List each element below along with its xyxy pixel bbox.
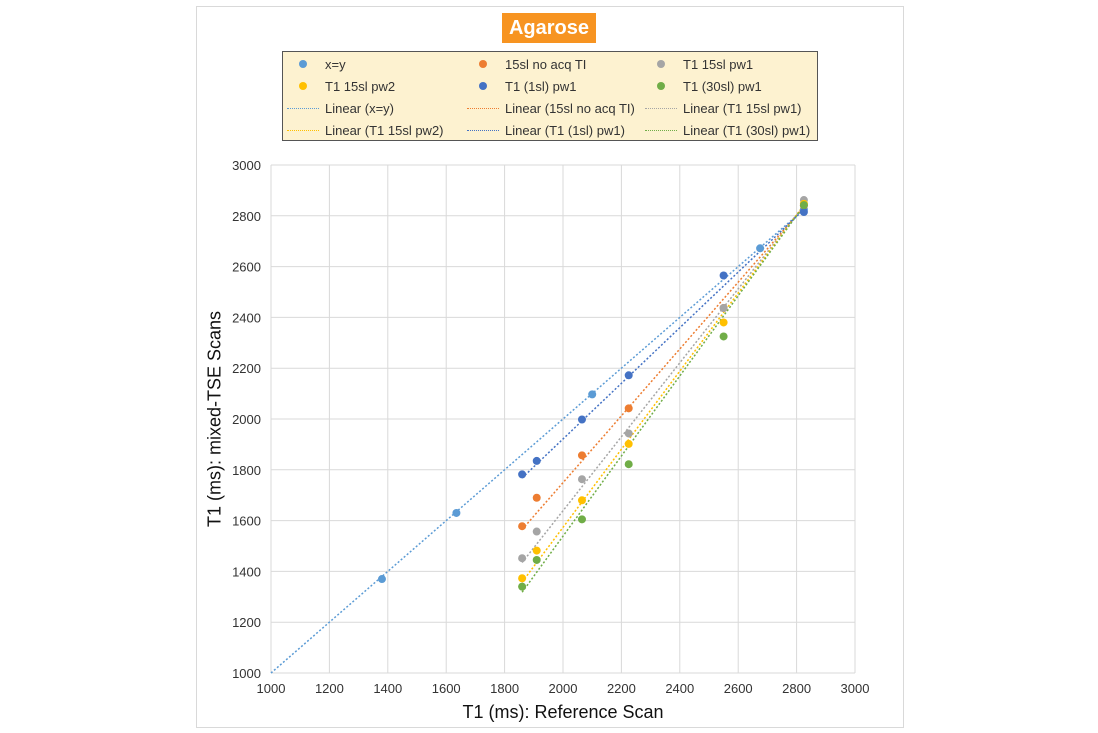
trendline — [270, 208, 805, 674]
y-axis-label: T1 (ms): mixed-TSE Scans — [204, 310, 225, 528]
x-axis-label: T1 (ms): Reference Scan — [462, 702, 664, 722]
legend-marker-icon — [285, 58, 321, 70]
legend-item: Linear (T1 15sl pw1) — [643, 97, 802, 119]
data-point — [577, 415, 586, 424]
legend-label: T1 (30sl) pw1 — [683, 78, 762, 94]
y-tick-label: 2000 — [232, 412, 261, 427]
legend-line-icon — [285, 124, 321, 136]
data-point — [532, 493, 541, 502]
legend-item: T1 (30sl) pw1 — [643, 75, 762, 97]
legend-line-icon — [465, 102, 501, 114]
trendline — [521, 206, 805, 530]
legend-marker-icon — [465, 58, 501, 70]
legend-item: 15sl no acq TI — [465, 53, 586, 75]
data-point — [532, 555, 541, 564]
legend-marker-icon — [285, 80, 321, 92]
x-tick-label: 2800 — [782, 681, 811, 696]
chart-legend: x=y 15sl no acq TI T1 15sl pw1 T1 15sl pw2 T… — [282, 51, 818, 141]
data-point — [799, 207, 808, 216]
legend-label: T1 15sl pw2 — [325, 78, 396, 94]
data-point — [719, 304, 728, 313]
legend-item: T1 15sl pw1 — [643, 53, 753, 75]
x-tick-label: 1600 — [432, 681, 461, 696]
y-tick-label: 1800 — [232, 463, 261, 478]
legend-marker-icon — [643, 80, 679, 92]
legend-item: Linear (x=y) — [285, 97, 394, 119]
legend-item: x=y — [285, 53, 346, 75]
data-point — [518, 574, 527, 583]
x-tick-label: 1000 — [257, 681, 286, 696]
data-point — [577, 515, 586, 524]
data-point — [518, 554, 527, 563]
data-point — [377, 575, 386, 584]
data-point — [624, 439, 633, 448]
data-point — [518, 582, 527, 591]
trendline — [521, 208, 805, 479]
chart-title: Agarose — [502, 13, 596, 43]
legend-label: T1 15sl pw1 — [683, 56, 754, 72]
data-point — [588, 390, 597, 399]
legend-label: Linear (T1 (1sl) pw1) — [505, 122, 625, 138]
legend-line-icon — [285, 102, 321, 114]
legend-item: Linear (T1 (30sl) pw1) — [643, 119, 810, 141]
data-point — [532, 527, 541, 536]
trendline — [521, 205, 805, 593]
legend-marker-icon — [643, 58, 679, 70]
y-tick-label: 2200 — [232, 361, 261, 376]
legend-item: Linear (15sl no acq TI) — [465, 97, 635, 119]
y-tick-label: 1000 — [232, 666, 261, 681]
y-tick-label: 2400 — [232, 310, 261, 325]
x-tick-label: 1200 — [315, 681, 344, 696]
legend-line-icon — [643, 102, 679, 114]
y-tick-label: 1200 — [232, 615, 261, 630]
data-point — [577, 475, 586, 484]
legend-label: Linear (15sl no acq TI) — [505, 100, 635, 116]
x-tick-label: 2600 — [724, 681, 753, 696]
legend-line-icon — [643, 124, 679, 136]
legend-item: T1 (1sl) pw1 — [465, 75, 577, 97]
legend-label: Linear (T1 15sl pw1) — [683, 100, 802, 116]
legend-label: Linear (x=y) — [325, 100, 394, 116]
y-tick-label: 3000 — [232, 158, 261, 173]
data-point — [577, 451, 586, 460]
data-point — [532, 456, 541, 465]
data-point — [719, 318, 728, 327]
data-point — [624, 429, 633, 438]
legend-item: Linear (T1 (1sl) pw1) — [465, 119, 625, 141]
data-point — [719, 271, 728, 280]
legend-label: Linear (T1 15sl pw2) — [325, 122, 444, 138]
data-point — [719, 332, 728, 341]
legend-label: 15sl no acq TI — [505, 56, 587, 72]
legend-item: T1 15sl pw2 — [285, 75, 395, 97]
x-tick-label: 1800 — [490, 681, 519, 696]
trendline — [521, 204, 805, 583]
legend-label: T1 (1sl) pw1 — [505, 78, 577, 94]
y-tick-label: 2600 — [232, 260, 261, 275]
data-point — [624, 460, 633, 469]
trendline — [521, 205, 805, 563]
y-tick-label: 2800 — [232, 209, 261, 224]
legend-label: x=y — [325, 56, 346, 72]
legend-marker-icon — [465, 80, 501, 92]
data-point — [532, 546, 541, 555]
x-tick-label: 2200 — [607, 681, 636, 696]
x-tick-label: 3000 — [841, 681, 870, 696]
data-point — [452, 508, 461, 517]
data-point — [624, 404, 633, 413]
data-point — [624, 371, 633, 380]
data-point — [756, 244, 765, 253]
legend-line-icon — [465, 124, 501, 136]
legend-item: Linear (T1 15sl pw2) — [285, 119, 444, 141]
data-point — [577, 496, 586, 505]
x-tick-label: 1400 — [373, 681, 402, 696]
x-tick-label: 2000 — [549, 681, 578, 696]
y-tick-label: 1600 — [232, 514, 261, 529]
data-point — [518, 470, 527, 479]
data-point — [518, 522, 527, 531]
legend-label: Linear (T1 (30sl) pw1) — [683, 122, 811, 138]
y-tick-label: 1400 — [232, 564, 261, 579]
data-point — [799, 201, 808, 210]
x-tick-label: 2400 — [665, 681, 694, 696]
